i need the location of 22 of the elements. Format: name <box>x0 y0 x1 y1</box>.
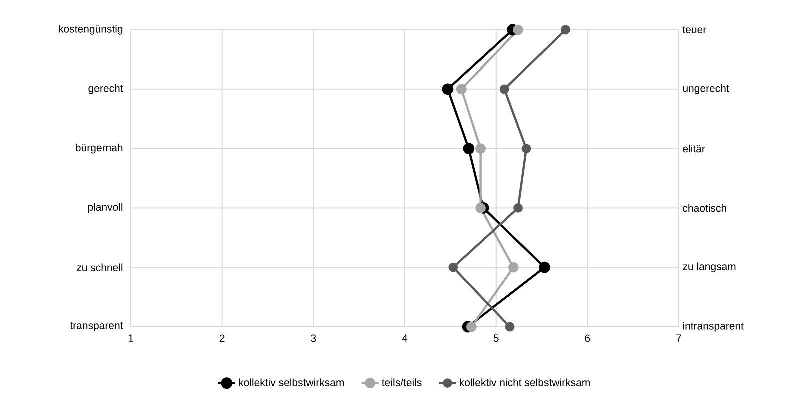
x-tick-label: 3 <box>311 334 316 342</box>
legend-label: kollektiv nicht selbstwirksam <box>460 378 590 386</box>
legend-label: teils/teils <box>382 378 422 386</box>
y-tick-label: zu schnell <box>77 264 123 272</box>
y-tick-label: gerecht <box>88 84 124 94</box>
y2-tick-label: intransparent <box>683 322 744 332</box>
x-tick-label: 4 <box>402 334 408 342</box>
y2-tick-label: zu langsam <box>683 262 736 272</box>
y2-tick-label: elitär <box>683 144 706 153</box>
y-tick-label: kostengünstig <box>59 25 123 35</box>
x-tick-label: 2 <box>220 334 225 342</box>
y-tick-label: planvoll <box>88 203 123 214</box>
y2-tick-label: teuer <box>682 26 706 34</box>
y-tick-label: transparent <box>70 322 124 332</box>
legend-label: kollektiv selbstwirksam <box>239 378 344 386</box>
x-tick-label: 1 <box>128 334 134 342</box>
y2-tick-label: chaotisch <box>683 204 726 212</box>
y2-tick-label: ungerecht <box>683 84 730 94</box>
x-tick-label: 6 <box>585 334 590 342</box>
x-tick-label: 5 <box>494 334 499 342</box>
x-tick-label: 7 <box>676 334 682 342</box>
y-tick-label: bürgernah <box>76 144 123 154</box>
